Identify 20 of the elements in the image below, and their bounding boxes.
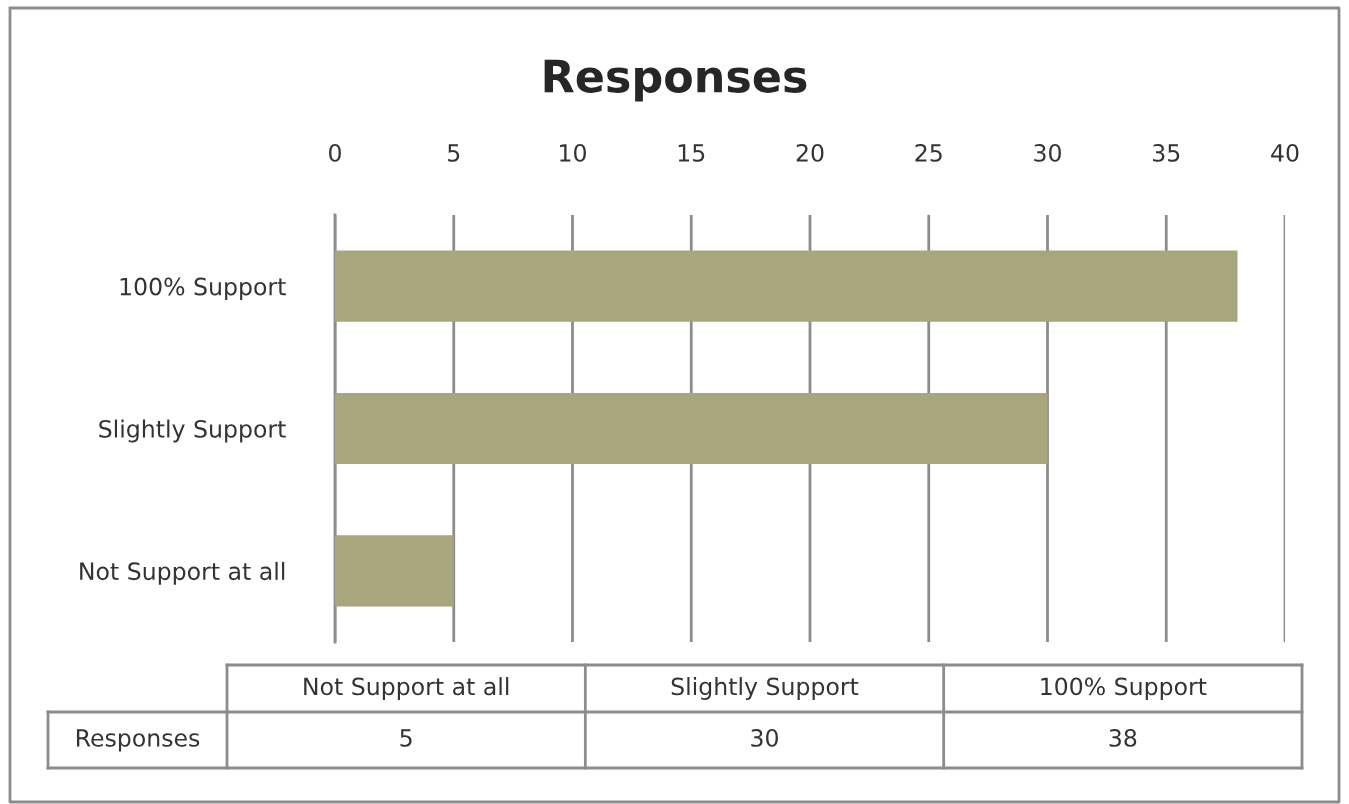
x-tick-label: 30 — [1034, 143, 1061, 162]
y-tick-label: 100% Support — [120, 277, 286, 301]
text: 5 — [400, 729, 412, 747]
x-tick-label: 10 — [560, 143, 586, 162]
x-tick-label: 5 — [448, 144, 460, 162]
x-tick-label: 35 — [1153, 143, 1180, 162]
text: Responses — [76, 729, 200, 752]
x-tick-label: 40 — [1271, 143, 1299, 162]
chart-title: Responses — [544, 59, 807, 102]
text: 30 — [751, 728, 778, 747]
category-label: 100% Support — [1041, 677, 1207, 700]
text: 38 — [1109, 728, 1137, 747]
x-tick-label: 0 — [329, 143, 341, 162]
category-label: Not Support at all — [304, 677, 509, 700]
y-tick-label: Slightly Support — [99, 419, 286, 443]
y-tick-label: Not Support at all — [80, 561, 285, 585]
x-tick-label: 20 — [796, 143, 824, 162]
x-tick-label: 25 — [915, 143, 942, 162]
category-label: Slightly Support — [671, 677, 859, 700]
x-tick-label: 15 — [678, 144, 705, 162]
